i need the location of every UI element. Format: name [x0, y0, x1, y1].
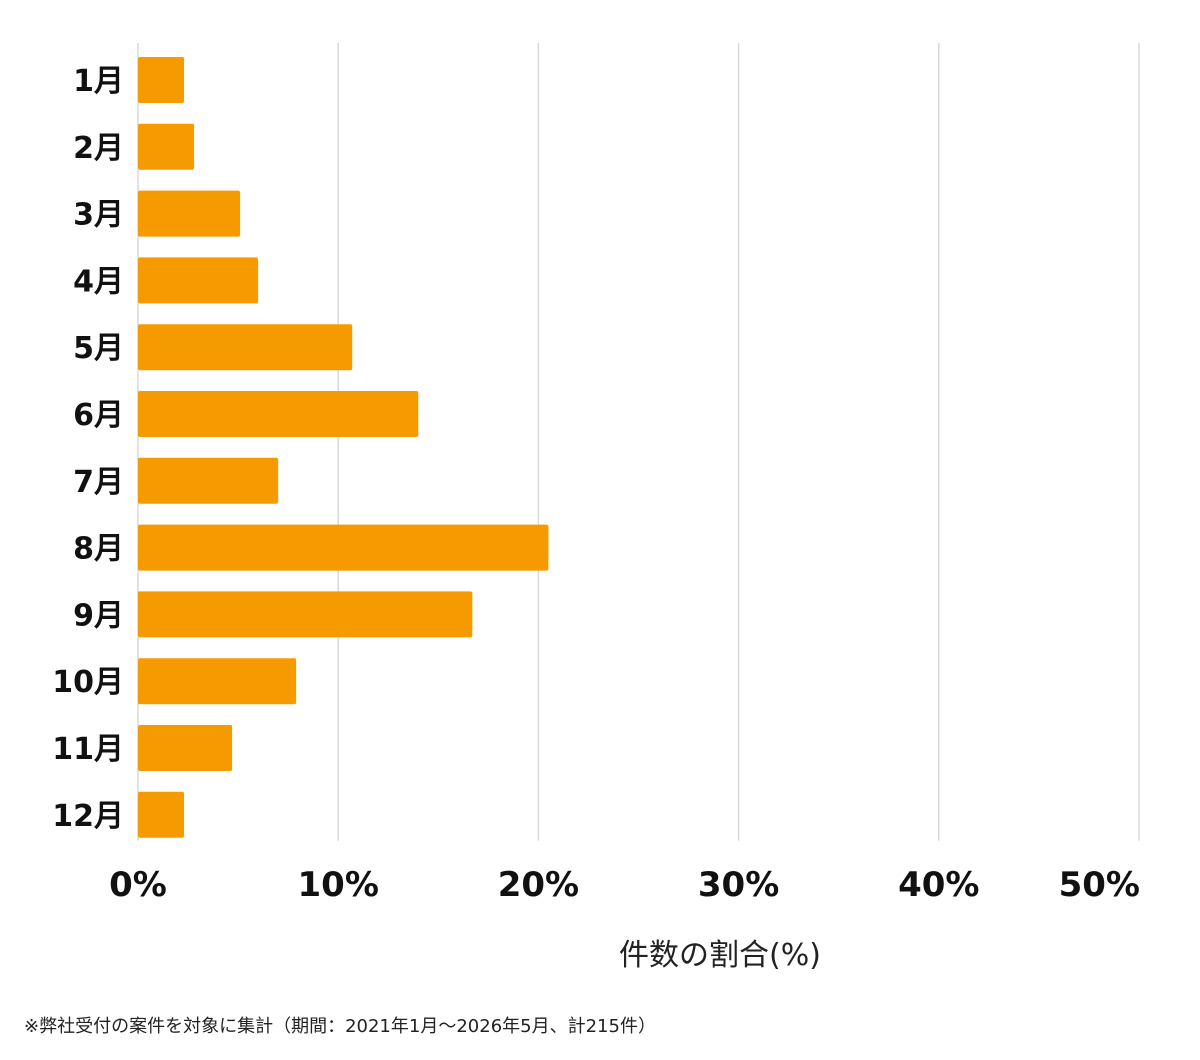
bar-7 — [138, 457, 279, 504]
x-tick-label-20: 20% — [498, 865, 579, 905]
x-tick-label-0: 0% — [109, 865, 167, 905]
bar-5 — [138, 324, 353, 371]
x-tick-label-30: 30% — [698, 865, 779, 905]
x-tick-label-10: 10% — [298, 865, 379, 905]
category-label-7: 7月 — [73, 465, 124, 500]
bar-4 — [138, 257, 259, 304]
category-label-8: 8月 — [73, 532, 124, 567]
bar-10 — [138, 658, 297, 705]
bar-1 — [138, 57, 185, 103]
category-label-10: 10月 — [52, 665, 124, 700]
bar-3 — [138, 190, 241, 237]
category-label-3: 3月 — [73, 198, 124, 233]
category-label-11: 11月 — [52, 732, 124, 767]
category-label-5: 5月 — [73, 331, 124, 366]
category-labels: 1月 2月 3月 4月 5月 6月 7月 8月 9月 10月 11月 12月 — [52, 64, 124, 834]
footnote: ※弊社受付の案件を対象に集計（期間：2021年1月〜2026年5月、計215件） — [24, 1016, 656, 1037]
category-label-1: 1月 — [73, 64, 124, 99]
category-label-12: 12月 — [52, 799, 124, 834]
category-label-9: 9月 — [73, 598, 124, 633]
x-tick-label-50: 50% — [1059, 865, 1140, 905]
x-tick-label-40: 40% — [898, 865, 979, 905]
bar-12 — [138, 791, 185, 838]
category-label-6: 6月 — [73, 398, 124, 433]
category-label-4: 4月 — [73, 264, 124, 299]
bar-8 — [138, 524, 549, 571]
bar-6 — [138, 391, 419, 437]
bar-11 — [138, 725, 233, 771]
bars — [138, 57, 549, 838]
x-axis-title: 件数の割合(%) — [619, 938, 821, 973]
bar-9 — [138, 591, 473, 638]
x-tick-labels: 0% 10% 20% 30% 40% 50% — [109, 865, 1140, 905]
category-label-2: 2月 — [73, 131, 124, 166]
bar-2 — [138, 123, 195, 170]
gridlines — [137, 43, 1140, 841]
